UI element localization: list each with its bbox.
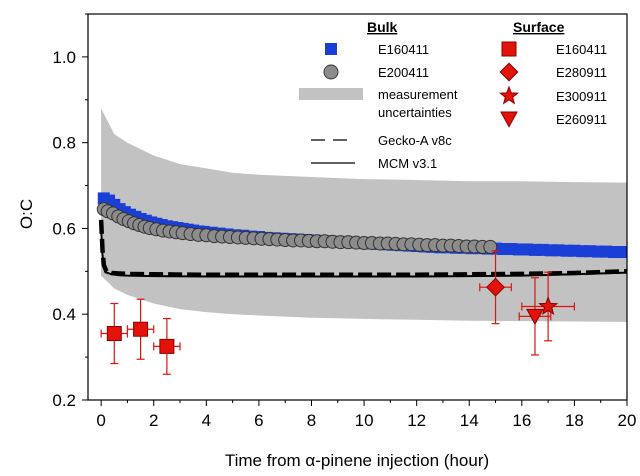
- model-line-mcm-v3-1: [100, 228, 627, 278]
- surface-e160411-point: [106, 326, 122, 342]
- y-tick-label: 0.8: [52, 134, 76, 153]
- y-tick-label: 1.0: [52, 48, 76, 67]
- surface-e160411-point: [159, 338, 175, 354]
- legend-marker-surface-e260911: [500, 111, 518, 128]
- surface-e280911-point: [486, 277, 505, 297]
- legend-label: E160411: [378, 42, 429, 57]
- bulk-e160411-point: [615, 246, 627, 259]
- x-axis-label: Time from α-pinene injection (hour): [225, 451, 489, 470]
- y-axis-label: O:C: [17, 199, 36, 229]
- x-tick-label: 4: [202, 411, 211, 430]
- legend-label: Gecko-A v8c: [378, 133, 452, 148]
- legend-label: E260911: [556, 112, 607, 127]
- y-tick-label: 0.6: [52, 219, 76, 238]
- legend-label: measurement: [378, 87, 458, 102]
- x-tick-label: 20: [618, 411, 637, 430]
- legend-label: E200411: [378, 65, 429, 80]
- legend-marker-surface-e160411: [501, 41, 517, 57]
- x-tick-label: 2: [149, 411, 158, 430]
- bulk-e200411-point: [483, 239, 498, 254]
- x-tick-label: 12: [407, 411, 426, 430]
- legend-label: E160411: [556, 42, 607, 57]
- y-tick-label: 0.4: [52, 305, 76, 324]
- x-tick-label: 8: [307, 411, 316, 430]
- legend-marker-surface-e280911: [499, 62, 519, 82]
- legend-header-surface: Surface: [513, 19, 565, 35]
- x-tick-label: 14: [460, 411, 479, 430]
- legend-label: E300911: [556, 89, 607, 104]
- legend-label: MCM v3.1: [378, 156, 437, 171]
- y-tick-label: 0.2: [52, 391, 76, 410]
- surface-e260911-point: [526, 308, 544, 326]
- x-tick-label: 18: [565, 411, 584, 430]
- legend-label: uncertainties: [378, 105, 452, 120]
- surface-e300911-point: [538, 295, 559, 316]
- legend-marker-bulk-e200411: [323, 64, 339, 80]
- x-tick-label: 0: [96, 411, 105, 430]
- legend-swatch-uncertainty: [299, 88, 363, 100]
- legend-header-bulk: Bulk: [367, 19, 398, 35]
- legend-marker-surface-e300911: [498, 85, 520, 105]
- x-tick-label: 10: [355, 411, 374, 430]
- legend-marker-bulk-e160411: [325, 43, 337, 55]
- x-tick-label: 16: [512, 411, 531, 430]
- plot-frame: [87, 13, 628, 401]
- surface-e160411-point: [133, 321, 149, 337]
- legend-label: E280911: [556, 65, 607, 80]
- x-tick-label: 6: [254, 411, 263, 430]
